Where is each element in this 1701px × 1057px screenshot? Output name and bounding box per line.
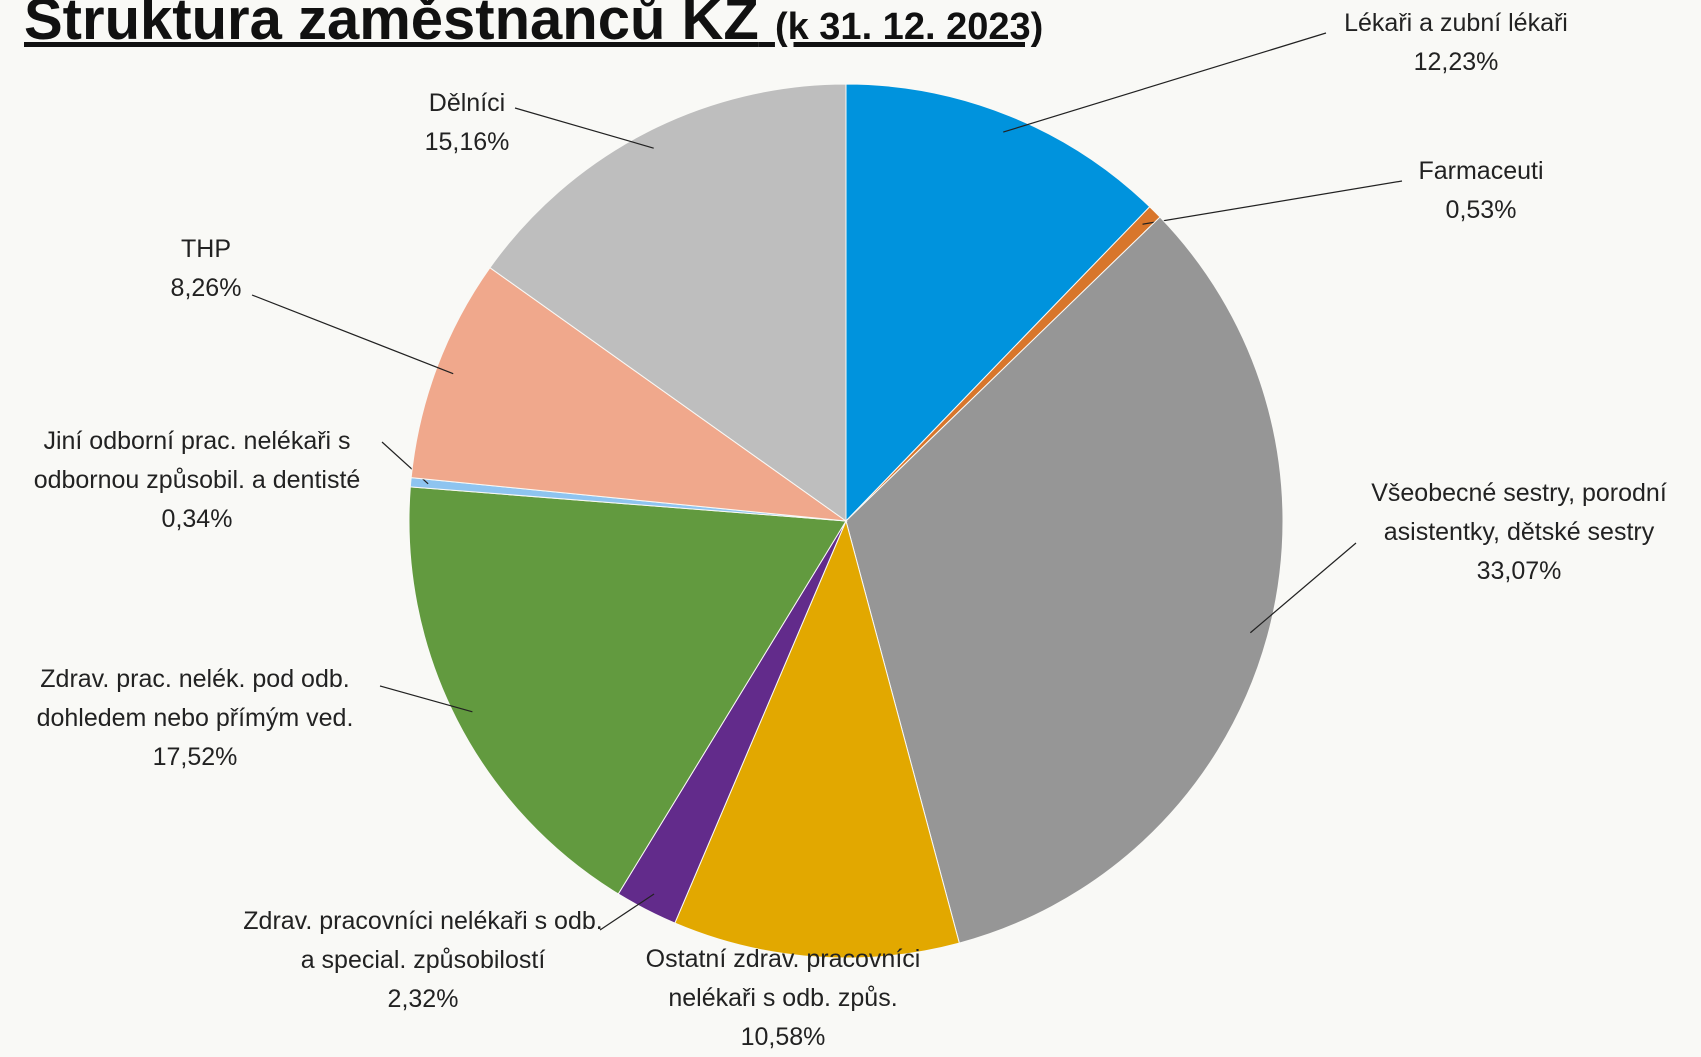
pie-slice: [845, 83, 1151, 523]
chart-title: Struktura zaměstnanců KZ: [24, 0, 759, 52]
slice-label: Zdrav. prac. nelék. pod odb. dohledem ne…: [5, 660, 385, 777]
slice-value: 8,26%: [170, 274, 242, 302]
leader-line: [599, 893, 655, 931]
slice-label: THP 8,26%: [106, 230, 306, 308]
leader-line: [1249, 542, 1357, 634]
slice-category: Jiní odborní prac. nelékaři s odbornou z…: [33, 427, 361, 494]
leader-line: [1003, 32, 1327, 133]
leader-line: [514, 107, 654, 149]
slice-category: Dělníci: [428, 89, 506, 117]
leader-line: [251, 294, 454, 375]
slice-value: 17,52%: [152, 743, 238, 771]
pie-slice: [845, 216, 1284, 944]
slice-value: 10,58%: [740, 1023, 826, 1051]
slice-category: THP: [181, 235, 231, 263]
slice-value: 33,07%: [1476, 557, 1562, 585]
slice-category: Lékaři a zubní lékaři: [1344, 9, 1568, 37]
slice-category: Ostatní zdrav. pracovníci nelékaři s odb…: [645, 945, 921, 1012]
slice-label: Jiní odborní prac. nelékaři s odbornou z…: [7, 422, 387, 539]
slice-label: Zdrav. pracovníci nelékaři s odb. a spec…: [243, 902, 603, 1019]
slice-label: Lékaři a zubní lékaři 12,23%: [1306, 4, 1606, 82]
leader-line: [379, 685, 473, 713]
slice-label: Farmaceuti 0,53%: [1381, 152, 1581, 230]
slice-category: Všeobecné sestry, porodní asistentky, dě…: [1371, 479, 1667, 546]
chart-title-block: Struktura zaměstnanců KZ (k 31. 12. 2023…: [24, 0, 1043, 53]
slice-label: Dělníci 15,16%: [367, 84, 567, 162]
slice-value: 0,34%: [161, 505, 233, 533]
slice-value: 12,23%: [1413, 48, 1499, 76]
slice-category: Zdrav. prac. nelék. pod odb. dohledem ne…: [36, 665, 354, 732]
slice-value: 2,32%: [387, 985, 459, 1013]
pie-slice: [408, 486, 847, 895]
slice-label: Ostatní zdrav. pracovníci nelékaři s odb…: [613, 940, 953, 1057]
slice-category: Farmaceuti: [1418, 157, 1544, 185]
pie-slice: [674, 519, 960, 959]
slice-value: 0,53%: [1445, 196, 1517, 224]
slice-label: Všeobecné sestry, porodní asistentky, dě…: [1339, 474, 1699, 591]
slice-category: Zdrav. pracovníci nelékaři s odb. a spec…: [243, 907, 603, 974]
pie-slice: [489, 83, 847, 522]
chart-subtitle: (k 31. 12. 2023): [774, 6, 1044, 48]
leader-line: [1142, 180, 1403, 225]
slice-value: 15,16%: [424, 128, 510, 156]
